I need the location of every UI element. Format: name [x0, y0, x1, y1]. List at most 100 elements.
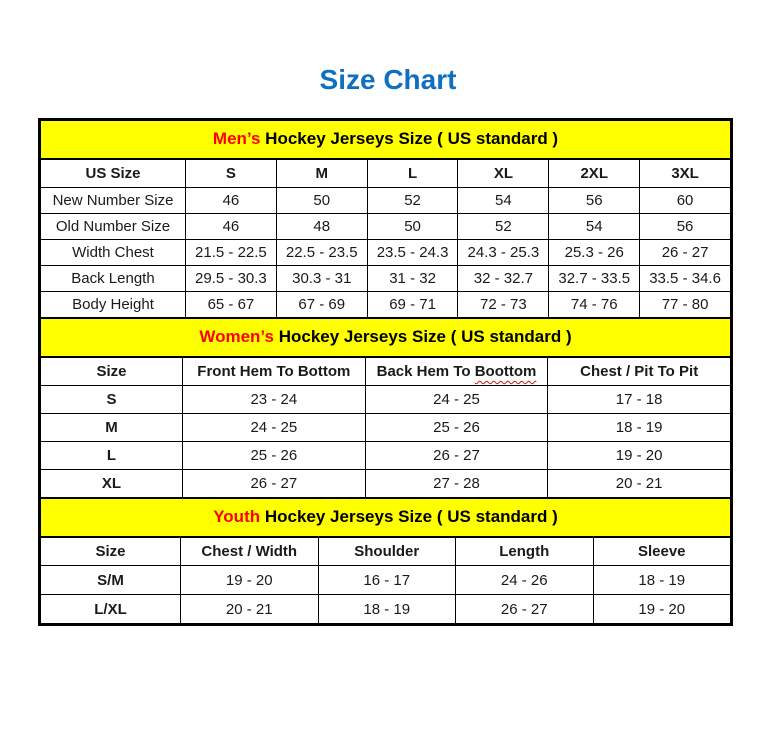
row-label: M	[40, 413, 183, 442]
table-row: New Number Size 46 50 52 54 56 60	[40, 187, 731, 214]
table-cell: 24 - 26	[455, 565, 594, 595]
youth-table: Size Chest / Width Shoulder Length Sleeve S/M…	[40, 537, 731, 624]
table-row: Width Chest 21.5 - 22.5 22.5 - 23.5 23.5 - …	[40, 239, 731, 266]
column-header: XL	[457, 159, 550, 188]
column-header: Back Hem To Boottom	[364, 357, 549, 386]
table-cell: 29.5 - 30.3	[185, 265, 277, 292]
row-label: L	[40, 441, 183, 470]
table-cell: 31 - 32	[366, 265, 459, 292]
women-header-row: Size Front Hem To Bottom Back Hem To Boott…	[40, 357, 731, 386]
row-label: L/XL	[40, 594, 181, 624]
table-row: L/XL 20 - 21 18 - 19 26 - 27 19 - 20	[40, 594, 731, 624]
youth-band-accent: Youth	[213, 507, 261, 526]
table-cell: 19 - 20	[592, 594, 731, 624]
table-cell: 19 - 20	[180, 565, 319, 595]
column-header: 3XL	[639, 159, 731, 188]
table-cell: 16 - 17	[317, 565, 456, 595]
table-row: XL 26 - 27 27 - 28 20 - 21	[40, 469, 731, 498]
men-band-title: Men’s Hockey Jerseys Size ( US standard …	[40, 120, 731, 159]
table-cell: 18 - 19	[547, 413, 731, 442]
row-label: S	[40, 385, 183, 414]
men-section: Men’s Hockey Jerseys Size ( US standard …	[40, 120, 731, 318]
table-cell: 52	[457, 213, 550, 240]
men-table: US Size S M L XL 2XL 3XL New Number Size 46 50 52 5…	[40, 159, 731, 318]
table-cell: 23.5 - 24.3	[366, 239, 459, 266]
table-cell: 67 - 69	[275, 291, 368, 318]
men-band-accent: Men’s	[212, 129, 261, 148]
women-band-title: Women’s Hockey Jerseys Size ( US standar…	[40, 318, 731, 357]
men-band-rest: Hockey Jerseys Size ( US standard )	[260, 129, 559, 148]
table-cell: 56	[639, 213, 731, 240]
column-header: Front Hem To Bottom	[182, 357, 366, 386]
table-cell: 26 - 27	[182, 469, 366, 498]
table-cell: 20 - 21	[547, 469, 731, 498]
table-cell: 72 - 73	[457, 291, 550, 318]
column-header: Sleeve	[592, 537, 731, 566]
women-table: Size Front Hem To Bottom Back Hem To Boott…	[40, 357, 731, 498]
table-cell: 56	[548, 187, 641, 214]
table-cell: 52	[366, 187, 459, 214]
column-header: M	[275, 159, 368, 188]
table-cell: 60	[639, 187, 731, 214]
table-row: Old Number Size 46 48 50 52 54 56	[40, 213, 731, 240]
table-cell: 26 - 27	[364, 441, 549, 470]
table-cell: 46	[185, 187, 277, 214]
table-cell: 22.5 - 23.5	[275, 239, 368, 266]
table-cell: 27 - 28	[364, 469, 549, 498]
column-header: Size	[40, 537, 181, 566]
column-header: Chest / Width	[180, 537, 319, 566]
column-header: US Size	[40, 159, 186, 188]
table-cell: 24 - 25	[364, 385, 549, 414]
table-cell: 77 - 80	[639, 291, 731, 318]
table-cell: 26 - 27	[639, 239, 731, 266]
women-section: Women’s Hockey Jerseys Size ( US standar…	[40, 318, 731, 498]
youth-band-title: Youth Hockey Jerseys Size ( US standard …	[40, 498, 731, 537]
row-label: Body Height	[40, 291, 186, 318]
table-cell: 32.7 - 33.5	[548, 265, 641, 292]
misspelled-word: Boottom	[474, 363, 537, 380]
table-cell: 26 - 27	[455, 594, 594, 624]
table-cell: 24.3 - 25.3	[457, 239, 550, 266]
row-label: S/M	[40, 565, 181, 595]
table-cell: 74 - 76	[548, 291, 641, 318]
table-cell: 19 - 20	[547, 441, 731, 470]
column-header: 2XL	[548, 159, 641, 188]
table-cell: 17 - 18	[547, 385, 731, 414]
column-header: Size	[40, 357, 183, 386]
table-cell: 69 - 71	[366, 291, 459, 318]
table-cell: 54	[457, 187, 550, 214]
table-cell: 25 - 26	[364, 413, 549, 442]
youth-band-rest: Hockey Jerseys Size ( US standard )	[260, 507, 558, 526]
row-label: Old Number Size	[40, 213, 186, 240]
table-cell: 24 - 25	[182, 413, 366, 442]
table-row: S 23 - 24 24 - 25 17 - 18	[40, 385, 731, 414]
table-cell: 30.3 - 31	[275, 265, 368, 292]
table-cell: 21.5 - 22.5	[185, 239, 277, 266]
table-cell: 33.5 - 34.6	[639, 265, 731, 292]
page-title: Size Chart	[319, 64, 457, 95]
column-header: S	[185, 159, 277, 188]
table-row: S/M 19 - 20 16 - 17 24 - 26 18 - 19	[40, 565, 731, 595]
table-cell: 50	[275, 187, 368, 214]
table-cell: 65 - 67	[185, 291, 277, 318]
women-band-rest: Hockey Jerseys Size ( US standard )	[273, 327, 572, 346]
table-cell: 46	[185, 213, 277, 240]
column-header: Shoulder	[317, 537, 456, 566]
table-row: L 25 - 26 26 - 27 19 - 20	[40, 441, 731, 470]
row-label: Back Length	[40, 265, 186, 292]
table-cell: 48	[275, 213, 368, 240]
men-header-row: US Size S M L XL 2XL 3XL	[40, 159, 731, 188]
table-row: M 24 - 25 25 - 26 18 - 19	[40, 413, 731, 442]
youth-section: Youth Hockey Jerseys Size ( US standard …	[40, 498, 731, 624]
table-cell: 23 - 24	[182, 385, 366, 414]
youth-header-row: Size Chest / Width Shoulder Length Sleeve	[40, 537, 731, 566]
women-band-accent: Women’s	[199, 327, 274, 346]
table-cell: 18 - 19	[592, 565, 731, 595]
table-row: Back Length 29.5 - 30.3 30.3 - 31 31 - 32 32…	[40, 265, 731, 292]
table-row: Body Height 65 - 67 67 - 69 69 - 71 72 - 73 7…	[40, 291, 731, 318]
size-chart-table: Men’s Hockey Jerseys Size ( US standard …	[38, 118, 733, 626]
column-header: Length	[455, 537, 594, 566]
table-cell: 25.3 - 26	[548, 239, 641, 266]
table-cell: 32 - 32.7	[457, 265, 550, 292]
table-cell: 54	[548, 213, 641, 240]
